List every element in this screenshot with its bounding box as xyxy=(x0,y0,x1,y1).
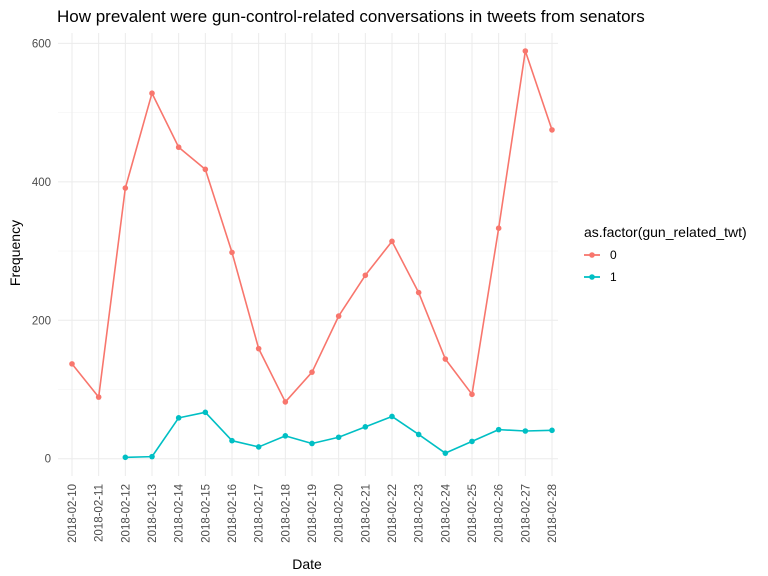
x-tick-label: 2018-02-13 xyxy=(147,484,159,543)
data-point-0 xyxy=(149,90,155,97)
y-tick-label: 400 xyxy=(32,177,51,189)
data-point-1 xyxy=(415,431,422,438)
x-tick-label: 2018-02-22 xyxy=(387,484,399,543)
series-layer xyxy=(69,48,555,461)
data-point-0 xyxy=(335,313,342,319)
data-point-1 xyxy=(175,415,182,421)
data-point-0 xyxy=(469,391,475,398)
legend-items: 01 xyxy=(584,248,617,284)
legend-label-0: 0 xyxy=(610,248,617,262)
data-point-0 xyxy=(282,399,289,405)
x-axis-ticks: 2018-02-10 2018-02-11 2018-02-12 2018-02-13… xyxy=(67,483,559,542)
data-point-0 xyxy=(229,249,235,256)
data-point-1 xyxy=(255,444,262,450)
y-axis-label: Frequency xyxy=(7,220,23,286)
legend: as.factor(gun_related_twt) 01 xyxy=(584,224,747,284)
x-tick-label: 2018-02-19 xyxy=(307,484,319,543)
x-tick-label: 2018-02-21 xyxy=(360,484,372,543)
data-point-0 xyxy=(95,394,102,400)
legend-key-point-1 xyxy=(589,274,595,280)
x-tick-label: 2018-02-15 xyxy=(200,484,212,543)
data-point-1 xyxy=(549,427,555,434)
data-point-1 xyxy=(442,450,449,456)
grid xyxy=(58,33,558,476)
x-tick-label: 2018-02-11 xyxy=(94,484,106,542)
data-point-1 xyxy=(202,409,209,416)
data-point-0 xyxy=(122,185,129,191)
x-tick-label: 2018-02-26 xyxy=(494,484,506,543)
x-tick-label: 2018-02-24 xyxy=(440,483,452,542)
data-point-0 xyxy=(309,369,315,375)
legend-label-1: 1 xyxy=(610,270,617,284)
legend-key-point-0 xyxy=(589,252,595,258)
y-tick-label: 0 xyxy=(45,454,51,466)
data-point-0 xyxy=(69,361,75,367)
data-point-1 xyxy=(229,437,235,444)
y-tick-label: 200 xyxy=(32,315,51,327)
data-point-0 xyxy=(522,48,529,54)
x-tick-label: 2018-02-25 xyxy=(467,484,479,543)
x-tick-label: 2018-02-27 xyxy=(520,484,532,543)
x-tick-label: 2018-02-18 xyxy=(280,484,292,543)
data-point-1 xyxy=(282,433,289,439)
data-point-1 xyxy=(149,453,155,460)
x-axis-label: Date xyxy=(292,556,322,572)
x-tick-label: 2018-02-10 xyxy=(67,484,79,543)
data-point-1 xyxy=(495,426,502,433)
legend-title: as.factor(gun_related_twt) xyxy=(584,224,747,240)
x-tick-label: 2018-02-16 xyxy=(227,484,239,543)
data-point-0 xyxy=(415,289,422,296)
y-tick-label: 600 xyxy=(32,38,51,50)
x-tick-label: 2018-02-17 xyxy=(254,484,266,543)
x-tick-label: 2018-02-28 xyxy=(547,484,559,543)
data-point-0 xyxy=(442,356,449,362)
data-point-0 xyxy=(362,272,369,279)
chart-title: How prevalent were gun-control-related c… xyxy=(57,7,645,26)
data-point-0 xyxy=(549,127,555,133)
x-tick-label: 2018-02-23 xyxy=(414,484,426,543)
data-point-1 xyxy=(469,438,475,445)
data-point-1 xyxy=(362,424,369,430)
data-point-1 xyxy=(522,428,529,434)
data-point-0 xyxy=(255,345,262,352)
data-point-0 xyxy=(175,144,182,151)
x-tick-label: 2018-02-20 xyxy=(334,484,346,543)
data-point-1 xyxy=(389,413,395,420)
data-point-0 xyxy=(389,238,395,245)
data-point-0 xyxy=(495,225,502,231)
data-point-1 xyxy=(309,440,315,447)
x-tick-label: 2018-02-12 xyxy=(120,484,132,543)
data-point-1 xyxy=(335,434,342,441)
y-axis-ticks: 0 200 400 600 xyxy=(32,38,51,465)
x-tick-label: 2018-02-14 xyxy=(174,483,186,542)
data-point-0 xyxy=(202,166,209,173)
data-point-1 xyxy=(122,454,129,461)
